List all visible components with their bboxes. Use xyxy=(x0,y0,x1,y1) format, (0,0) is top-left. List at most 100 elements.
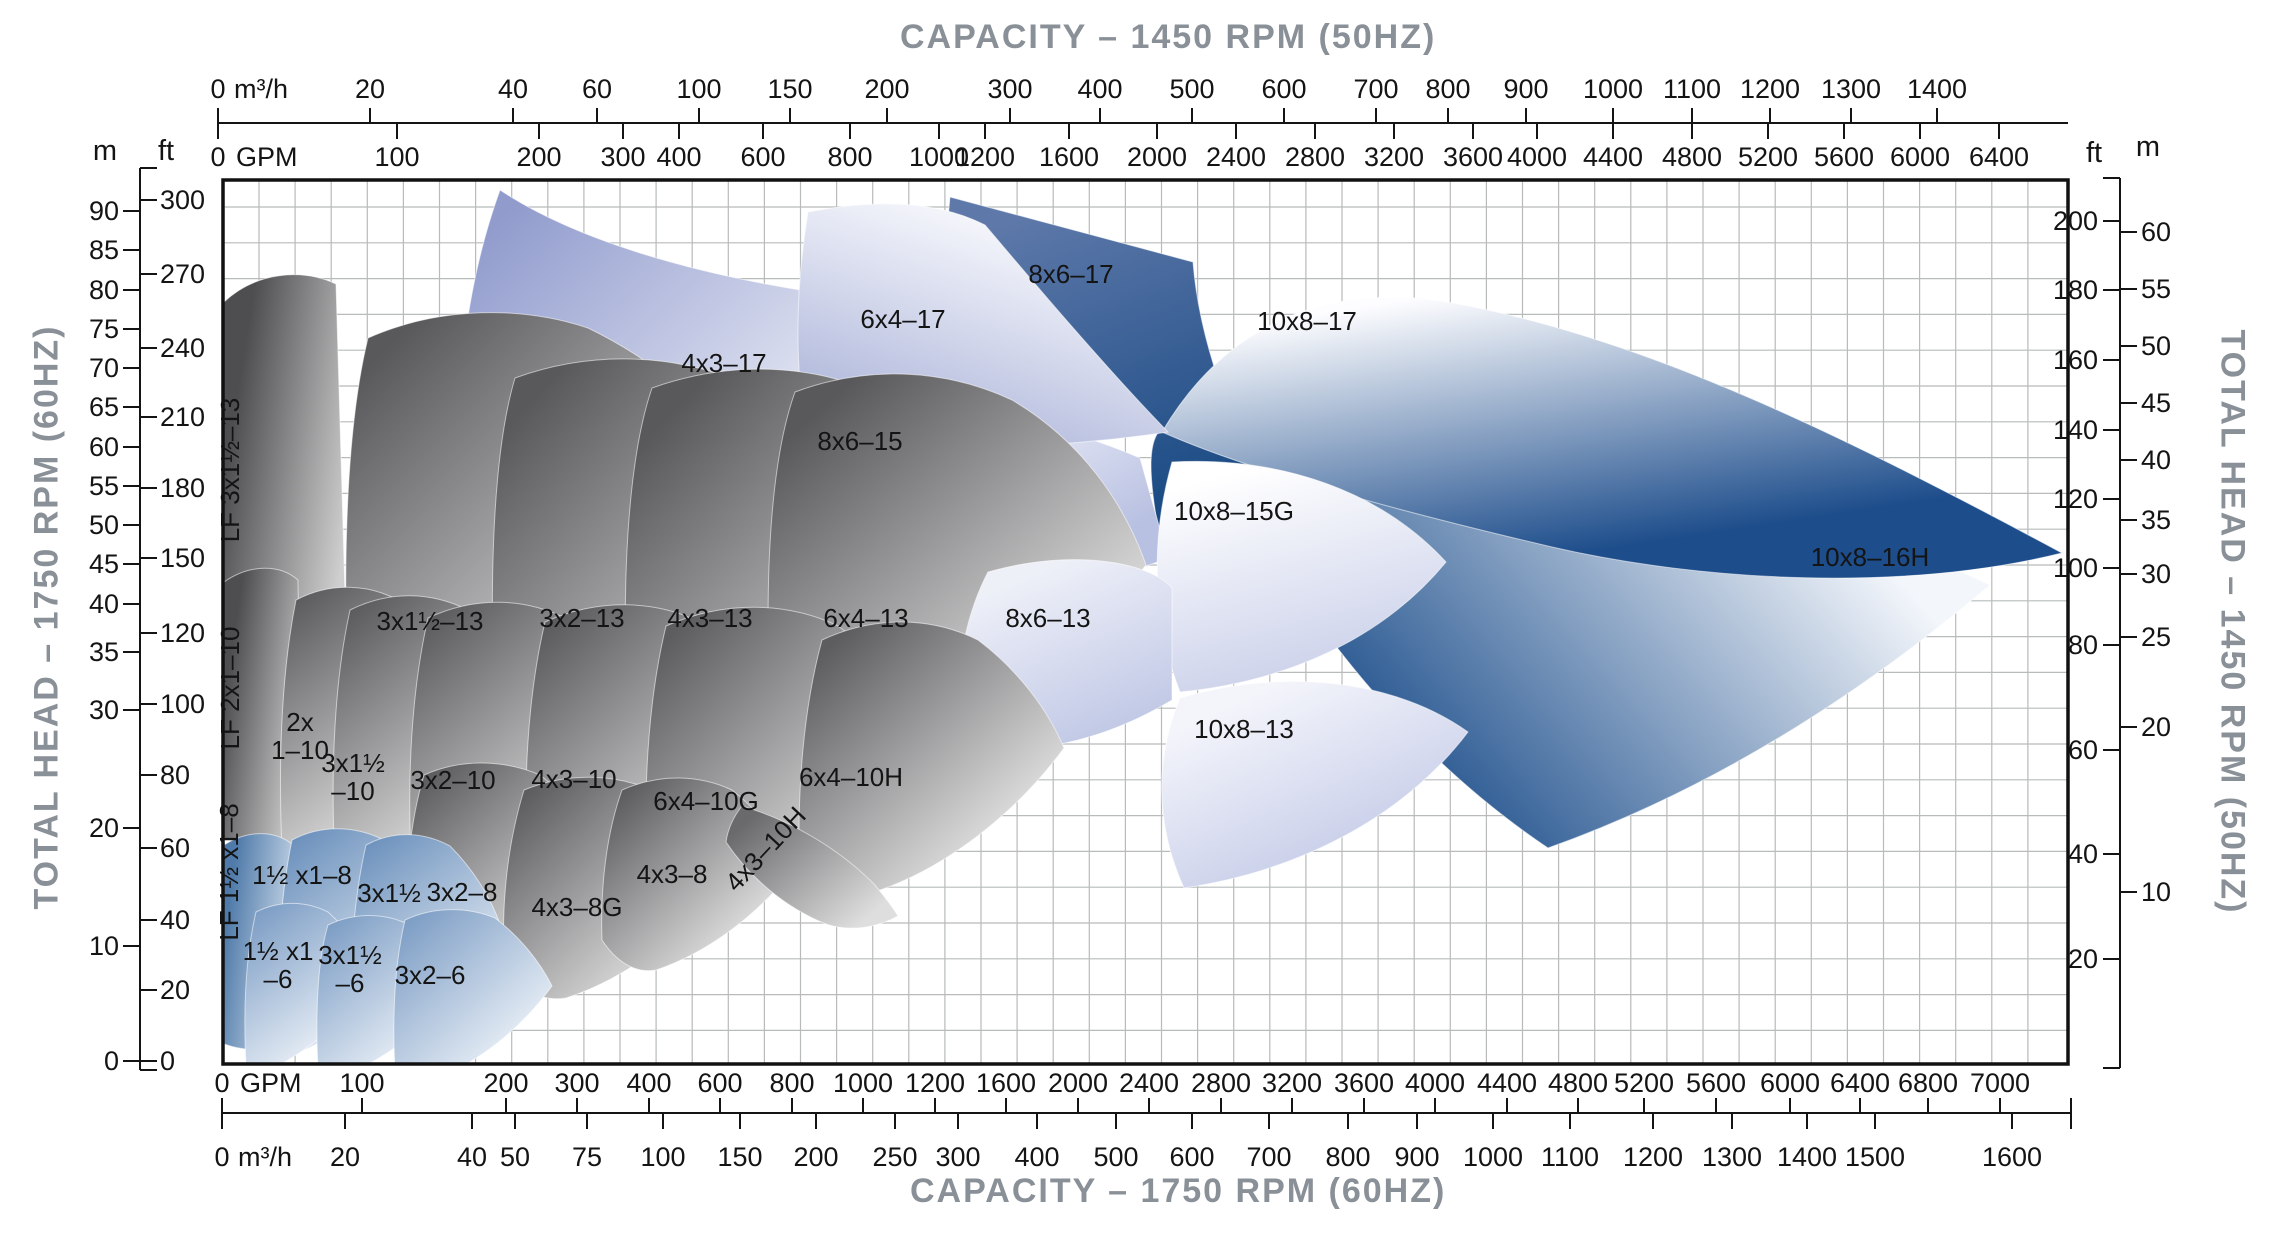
top-gpm-tick-label: 200 xyxy=(516,142,561,172)
left-m-tick-label: 65 xyxy=(89,392,119,422)
top-gpm-tick-label: 4400 xyxy=(1583,142,1643,172)
bottom-m3h-tick-label: 1200 xyxy=(1623,1142,1683,1172)
bottom-gpm-tick-label: 1200 xyxy=(905,1068,965,1098)
region-label: 3x2–6 xyxy=(395,960,466,990)
bottom-gpm-tick-label: 300 xyxy=(554,1068,599,1098)
left-ft-tick-label: 270 xyxy=(160,259,205,289)
left-m-tick-label: 0 xyxy=(104,1046,119,1076)
left-m-tick-label: 10 xyxy=(89,931,119,961)
bottom-m3h-tick-label: 300 xyxy=(935,1142,980,1172)
left-m-tick-label: 80 xyxy=(89,275,119,305)
axes xyxy=(123,108,2137,1129)
right-m-tick-label: 10 xyxy=(2141,877,2171,907)
right-ft-tick-label: 120 xyxy=(2053,484,2098,514)
bottom-gpm-tick-label: 200 xyxy=(483,1068,528,1098)
bottom-gpm-tick-label: 600 xyxy=(697,1068,742,1098)
left-m-tick-label: 90 xyxy=(89,196,119,226)
top-gpm-tick-label: 3600 xyxy=(1443,142,1503,172)
top-gpm-tick-label: 100 xyxy=(374,142,419,172)
region-label: 3x1½ –10 xyxy=(321,748,385,806)
top-m3h-tick-label: 200 xyxy=(864,74,909,104)
right-m-tick-label: 40 xyxy=(2141,445,2171,475)
left-ft-tick-label: 300 xyxy=(160,185,205,215)
bottom-m3h-tick-label: 0 xyxy=(214,1142,229,1172)
bottom-m3h-tick-label: 1500 xyxy=(1845,1142,1905,1172)
left-ft-tick-label: 40 xyxy=(160,905,190,935)
bottom-m3h-tick-label: 50 xyxy=(500,1142,530,1172)
top-m3h-tick-label: 1400 xyxy=(1907,74,1967,104)
top-axis-title: CAPACITY – 1450 RPM (50HZ) xyxy=(900,18,1437,56)
region-label: 10x8–13 xyxy=(1194,714,1294,744)
left-ft-tick-label: 150 xyxy=(160,543,205,573)
bottom-gpm-tick-label: 0 xyxy=(214,1068,229,1098)
region-label: 4x3–8 xyxy=(637,859,708,889)
left-m-tick-label: 50 xyxy=(89,510,119,540)
top-gpm-tick-label: 3200 xyxy=(1364,142,1424,172)
right-m-tick-label: 45 xyxy=(2141,388,2171,418)
right-ft-tick-label: 160 xyxy=(2053,345,2098,375)
left-m-tick-label: 75 xyxy=(89,314,119,344)
top-gpm-tick-label: 6400 xyxy=(1969,142,2029,172)
bottom-gpm-tick-label: 2000 xyxy=(1048,1068,1108,1098)
top-gpm-tick-label: 300 xyxy=(600,142,645,172)
bottom-m3h-tick-label: 900 xyxy=(1394,1142,1439,1172)
top-gpm-tick-label: 4000 xyxy=(1507,142,1567,172)
region-label: 3x2–8 xyxy=(427,877,498,907)
left-m-tick-label: 85 xyxy=(89,235,119,265)
left-ft-tick-label: 0 xyxy=(160,1046,175,1076)
top-m3h-tick-label: 700 xyxy=(1353,74,1398,104)
region-label: 1½ x1–8 xyxy=(252,860,352,890)
envelope-3x2-6 xyxy=(393,909,553,1064)
envelopes xyxy=(223,189,2064,1064)
top-gpm-tick-label: 1600 xyxy=(1039,142,1099,172)
right-m-tick-label: 60 xyxy=(2141,217,2171,247)
bottom-m3h-tick-label: 600 xyxy=(1169,1142,1214,1172)
region-label: 6x4–13 xyxy=(823,603,908,633)
top-m3h-tick-label: 1300 xyxy=(1821,74,1881,104)
top-gpm-tick-label: 6000 xyxy=(1890,142,1950,172)
top-gpm-unit: GPM xyxy=(236,142,298,172)
left-axis-title: TOTAL HEAD – 1750 RPM (60HZ) xyxy=(27,324,66,910)
region-label: 10x8–17 xyxy=(1257,306,1357,336)
bottom-m3h-tick-label: 250 xyxy=(872,1142,917,1172)
left-ft-tick-label: 60 xyxy=(160,833,190,863)
right-ft-tick-label: 200 xyxy=(2053,206,2098,236)
bottom-gpm-tick-label: 7000 xyxy=(1970,1068,2030,1098)
left-ft-tick-label: 80 xyxy=(160,760,190,790)
left-ft-tick-label: 20 xyxy=(160,975,190,1005)
bottom-m3h-unit: m³/h xyxy=(238,1142,292,1172)
left-m-tick-label: 60 xyxy=(89,432,119,462)
bottom-m3h-tick-label: 800 xyxy=(1325,1142,1370,1172)
bottom-m3h-tick-label: 400 xyxy=(1014,1142,1059,1172)
region-label: 3x1½ xyxy=(357,878,421,908)
region-label: LF 1½ x1–8 xyxy=(214,803,244,940)
bottom-m3h-tick-label: 700 xyxy=(1246,1142,1291,1172)
region-label: 6x4–10H xyxy=(799,762,903,792)
bottom-m3h-tick-label: 1300 xyxy=(1702,1142,1762,1172)
envelope-6x4-10H xyxy=(798,621,1065,895)
right-m-tick-label: 55 xyxy=(2141,274,2171,304)
top-m3h-tick-label: 0 xyxy=(210,74,225,104)
bottom-gpm-tick-label: 400 xyxy=(626,1068,671,1098)
top-gpm-tick-label: 4800 xyxy=(1662,142,1722,172)
region-label: 3x2–10 xyxy=(410,765,495,795)
bottom-m3h-tick-label: 1000 xyxy=(1463,1142,1523,1172)
right-ft-tick-label: 100 xyxy=(2053,553,2098,583)
top-gpm-tick-label: 600 xyxy=(740,142,785,172)
top-m3h-tick-label: 900 xyxy=(1503,74,1548,104)
region-label: 4x3–8G xyxy=(531,892,622,922)
top-gpm-tick-label: 2400 xyxy=(1206,142,1266,172)
right-ft-tick-label: 80 xyxy=(2068,630,2098,660)
bottom-m3h-tick-label: 40 xyxy=(457,1142,487,1172)
bottom-gpm-tick-label: 5600 xyxy=(1686,1068,1746,1098)
left-m-header: m xyxy=(93,135,117,167)
right-ft-tick-label: 40 xyxy=(2068,839,2098,869)
region-label: 1½ x1 –6 xyxy=(243,936,314,994)
right-m-tick-label: 25 xyxy=(2141,622,2171,652)
bottom-m3h-tick-label: 75 xyxy=(572,1142,602,1172)
left-m-tick-label: 70 xyxy=(89,353,119,383)
region-label: 6x4–10G xyxy=(653,786,759,816)
region-label: 2x 1–10 xyxy=(271,707,329,765)
